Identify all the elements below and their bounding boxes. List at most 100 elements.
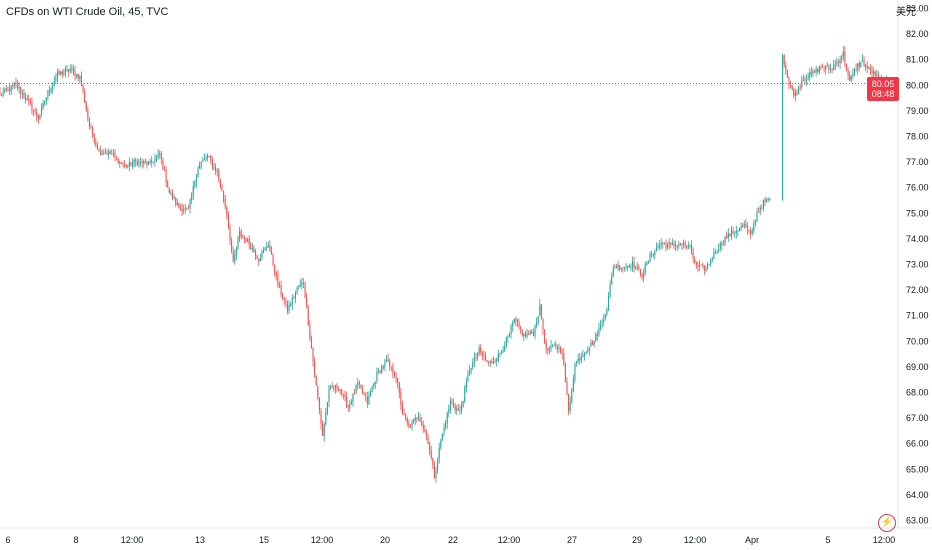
candle-body[interactable] [596, 334, 598, 336]
candle-body[interactable] [445, 423, 447, 428]
candle-body[interactable] [548, 348, 550, 350]
candle-body[interactable] [842, 51, 844, 57]
candle-body[interactable] [116, 156, 118, 158]
candle-body[interactable] [821, 66, 824, 68]
candle-body[interactable] [437, 460, 439, 471]
candle-body[interactable] [199, 164, 201, 169]
candle-body[interactable] [4, 88, 6, 92]
candle-body[interactable] [758, 211, 760, 213]
lightning-icon[interactable]: ⚡ [878, 514, 896, 532]
candle-body[interactable] [280, 285, 282, 295]
candle-body[interactable] [235, 248, 237, 256]
candle-body[interactable] [583, 353, 586, 356]
candle-body[interactable] [403, 413, 405, 415]
candle-body[interactable] [505, 338, 507, 347]
candle-body[interactable] [405, 413, 407, 419]
candle-body[interactable] [28, 98, 30, 101]
candle-body[interactable] [29, 100, 31, 104]
candle-body[interactable] [352, 393, 354, 402]
candle-body[interactable] [585, 351, 587, 354]
candle-body[interactable] [44, 101, 46, 104]
candle-body[interactable] [523, 333, 525, 337]
candle-body[interactable] [853, 68, 856, 75]
candle-body[interactable] [379, 370, 381, 373]
candle-body[interactable] [239, 231, 241, 239]
candle-body[interactable] [207, 155, 209, 159]
candle-body[interactable] [782, 54, 784, 200]
candle-body[interactable] [716, 251, 718, 254]
candle-body[interactable] [68, 69, 70, 72]
candle-body[interactable] [18, 87, 20, 89]
candle-body[interactable] [143, 160, 145, 164]
candle-body[interactable] [413, 419, 415, 422]
candle-body[interactable] [357, 382, 359, 386]
candle-body[interactable] [291, 297, 293, 305]
candle-body[interactable] [820, 66, 822, 68]
candle-body[interactable] [421, 422, 423, 426]
candle-body[interactable] [224, 199, 226, 207]
candle-body[interactable] [796, 92, 798, 95]
candle-body[interactable] [333, 388, 335, 390]
candle-body[interactable] [36, 112, 38, 117]
candle-body[interactable] [805, 79, 808, 82]
candle-body[interactable] [667, 244, 669, 248]
candle-body[interactable] [106, 153, 108, 155]
candle-body[interactable] [77, 74, 79, 79]
candle-body[interactable] [532, 333, 534, 337]
candle-body[interactable] [350, 401, 352, 404]
candle-body[interactable] [850, 76, 852, 81]
candle-body[interactable] [783, 55, 785, 65]
candle-body[interactable] [202, 160, 204, 162]
candle-body[interactable] [325, 411, 327, 425]
candle-body[interactable] [643, 272, 645, 278]
candle-body[interactable] [37, 115, 39, 120]
candle-body[interactable] [320, 411, 322, 425]
candle-body[interactable] [310, 337, 312, 349]
candle-body[interactable] [828, 66, 830, 71]
candle-body[interactable] [468, 370, 471, 375]
candle-body[interactable] [673, 243, 675, 247]
candle-body[interactable] [425, 432, 427, 437]
candle-body[interactable] [101, 153, 103, 156]
candle-body[interactable] [558, 347, 560, 349]
candle-body[interactable] [863, 59, 865, 67]
candle-body[interactable] [727, 233, 729, 239]
candle-body[interactable] [440, 440, 442, 448]
candle-body[interactable] [363, 393, 365, 396]
candle-body[interactable] [456, 408, 458, 411]
candle-body[interactable] [93, 134, 95, 142]
candle-body[interactable] [587, 350, 589, 352]
candle-body[interactable] [411, 421, 413, 428]
candle-body[interactable] [569, 401, 571, 411]
candle-body[interactable] [154, 158, 156, 163]
candle-body[interactable] [826, 65, 828, 67]
candle-body[interactable] [860, 61, 862, 68]
candle-body[interactable] [361, 389, 364, 394]
candle-body[interactable] [552, 345, 554, 347]
candle-body[interactable] [80, 76, 83, 86]
candle-body[interactable] [486, 360, 488, 362]
candle-body[interactable] [197, 168, 199, 177]
candle-body[interactable] [500, 351, 503, 354]
candle-body[interactable] [524, 333, 527, 337]
candle-body[interactable] [472, 361, 474, 368]
candle-body[interactable] [173, 197, 175, 199]
candle-body[interactable] [152, 162, 154, 164]
candle-body[interactable] [790, 84, 792, 86]
candle-body[interactable] [534, 325, 536, 336]
candle-body[interactable] [393, 372, 396, 377]
candle-body[interactable] [267, 245, 269, 248]
candle-body[interactable] [687, 245, 689, 247]
candle-body[interactable] [227, 214, 229, 227]
candle-body[interactable] [764, 199, 766, 202]
candle-body[interactable] [390, 366, 392, 368]
candle-body[interactable] [299, 284, 301, 287]
candle-body[interactable] [815, 68, 817, 73]
candle-body[interactable] [406, 418, 408, 423]
candle-body[interactable] [839, 59, 841, 64]
candle-body[interactable] [55, 77, 57, 81]
candle-body[interactable] [342, 394, 344, 395]
candle-body[interactable] [461, 405, 463, 411]
candle-body[interactable] [690, 245, 693, 254]
candle-body[interactable] [149, 160, 151, 163]
